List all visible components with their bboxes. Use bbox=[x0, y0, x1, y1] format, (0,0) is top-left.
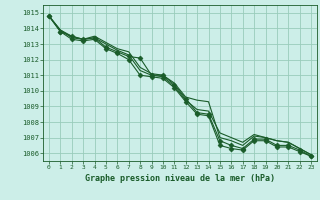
X-axis label: Graphe pression niveau de la mer (hPa): Graphe pression niveau de la mer (hPa) bbox=[85, 174, 275, 183]
